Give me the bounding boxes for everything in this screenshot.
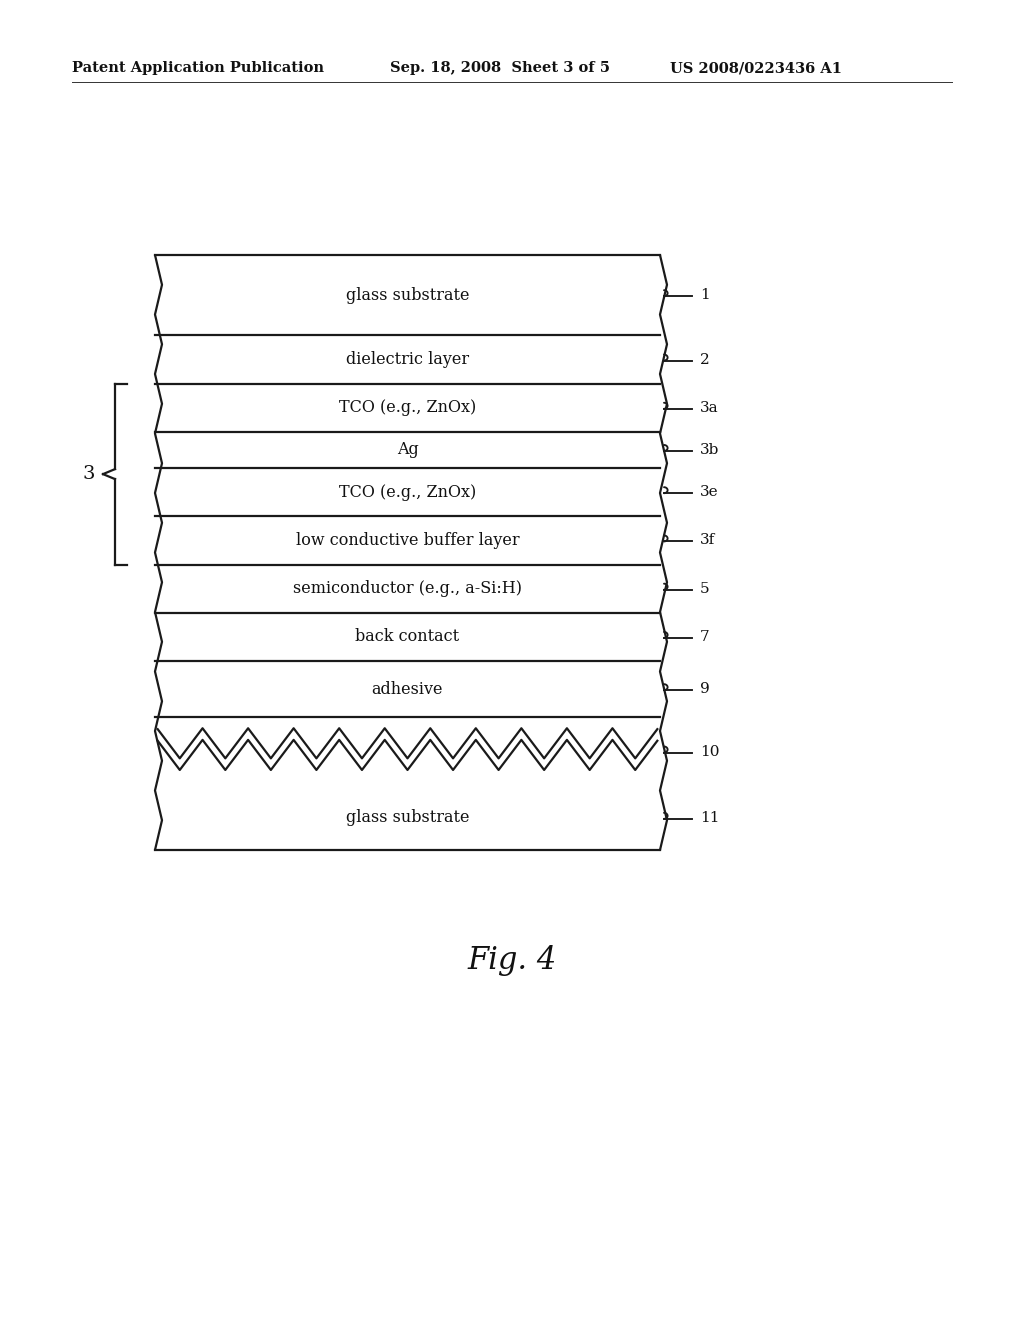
Text: back contact: back contact bbox=[355, 628, 460, 645]
Text: dielectric layer: dielectric layer bbox=[346, 351, 469, 368]
Text: 11: 11 bbox=[700, 810, 720, 825]
Text: adhesive: adhesive bbox=[372, 681, 443, 698]
Text: 3: 3 bbox=[83, 465, 95, 483]
Text: 5: 5 bbox=[700, 582, 710, 595]
Text: 9: 9 bbox=[700, 682, 710, 696]
Text: 2: 2 bbox=[700, 352, 710, 367]
Text: 3e: 3e bbox=[700, 486, 719, 499]
Text: 7: 7 bbox=[700, 630, 710, 644]
Text: semiconductor (e.g., a-Si:H): semiconductor (e.g., a-Si:H) bbox=[293, 581, 522, 597]
Text: 3b: 3b bbox=[700, 444, 720, 457]
Text: 3a: 3a bbox=[700, 401, 719, 414]
Text: Ag: Ag bbox=[396, 441, 419, 458]
Text: Fig. 4: Fig. 4 bbox=[467, 945, 557, 975]
Text: Patent Application Publication: Patent Application Publication bbox=[72, 61, 324, 75]
Text: 10: 10 bbox=[700, 744, 720, 759]
Text: low conductive buffer layer: low conductive buffer layer bbox=[296, 532, 519, 549]
Text: Sep. 18, 2008  Sheet 3 of 5: Sep. 18, 2008 Sheet 3 of 5 bbox=[390, 61, 610, 75]
Text: 3f: 3f bbox=[700, 533, 715, 548]
Text: glass substrate: glass substrate bbox=[346, 809, 469, 826]
Text: TCO (e.g., ZnOx): TCO (e.g., ZnOx) bbox=[339, 483, 476, 500]
Text: TCO (e.g., ZnOx): TCO (e.g., ZnOx) bbox=[339, 399, 476, 416]
Text: US 2008/0223436 A1: US 2008/0223436 A1 bbox=[670, 61, 842, 75]
Text: glass substrate: glass substrate bbox=[346, 286, 469, 304]
Text: 1: 1 bbox=[700, 288, 710, 302]
Bar bbox=[155, 255, 660, 850]
